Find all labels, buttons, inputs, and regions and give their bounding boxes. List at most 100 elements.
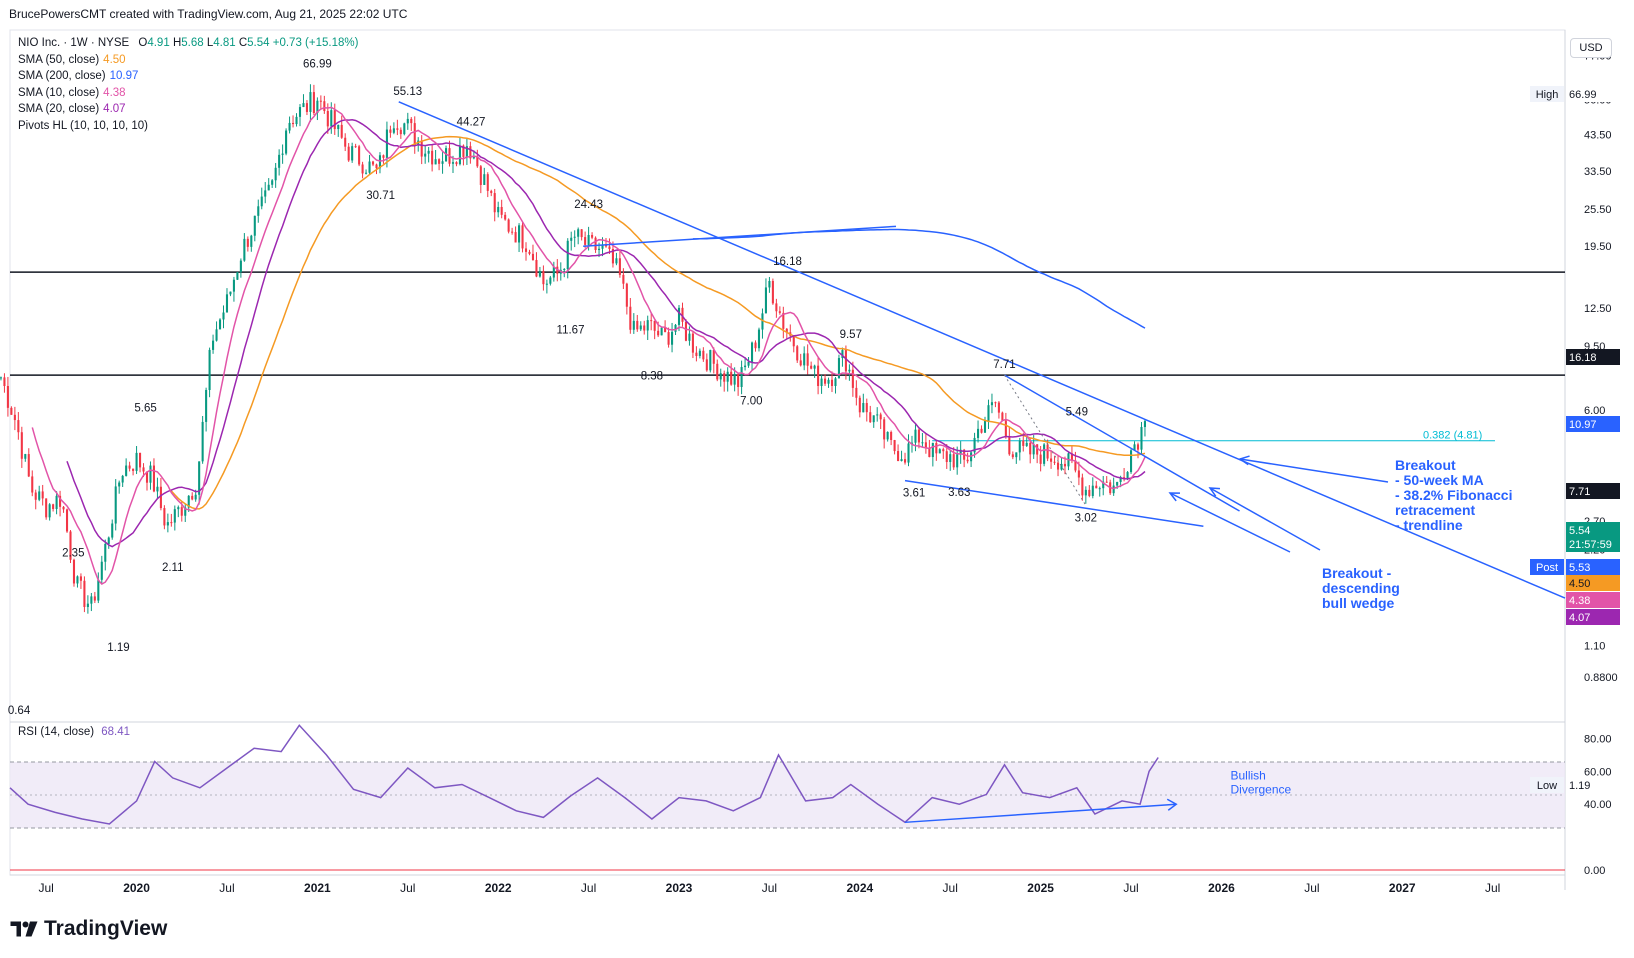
candle-body (650, 320, 653, 322)
candle-body (1039, 454, 1042, 464)
candle-body (1119, 477, 1122, 482)
wedge-arrow-lower-head (1168, 492, 1181, 502)
candle-body (215, 329, 218, 341)
candle-body (750, 342, 754, 362)
price-label-box (1566, 592, 1620, 608)
candle-body (1036, 444, 1039, 455)
candle-body (288, 122, 291, 131)
candle-body (803, 353, 806, 366)
indicator-label: Pivots HL (10, 10, 10, 10) (18, 119, 148, 132)
price-label-value: 1.19 (1569, 780, 1590, 792)
rsi-legend[interactable]: RSI (14, close) 68.41 (18, 726, 130, 738)
time-axis-tick: Jul (219, 881, 234, 895)
price-label-value: 10.97 (1569, 419, 1597, 431)
candle-body (177, 507, 180, 510)
candle-body (351, 146, 354, 161)
symbol-legend-row[interactable]: NIO Inc. · 1W · NYSE O4.91 H5.68 L4.81 C… (18, 35, 358, 52)
candle-body (625, 283, 628, 307)
candle-body (1088, 489, 1091, 496)
pivot-label: 44.27 (457, 116, 486, 128)
candle-body (900, 459, 903, 462)
candle-body (271, 180, 274, 185)
pivot-label: 3.63 (948, 487, 970, 499)
indicator-legend-row[interactable]: SMA (200, close) 10.97 (18, 68, 358, 85)
price-label-value: 7.71 (1569, 486, 1590, 498)
candle-body (295, 116, 298, 125)
candle-body (935, 442, 938, 454)
candle-body (243, 238, 246, 261)
candle-body (660, 327, 663, 336)
candle-body (114, 486, 117, 524)
candle-body (497, 206, 500, 213)
candle-body (897, 451, 900, 462)
candle-body (371, 161, 375, 165)
price-label-value: 4.07 (1569, 612, 1590, 624)
candle-body (1018, 440, 1021, 453)
ohlc-change: +0.73 (+15.18%) (272, 37, 359, 49)
breakout-annotation-line: retracement (1395, 502, 1475, 518)
time-axis-tick: Jul (581, 881, 596, 895)
main-pane-frame (9, 29, 1566, 876)
candle-body (1074, 460, 1077, 471)
candle-body (1140, 427, 1143, 450)
time-axis-tick: Jul (762, 881, 777, 895)
candle-body (246, 238, 249, 247)
price-label-box (1566, 86, 1620, 102)
indicator-value: 4.50 (103, 53, 126, 66)
candle-body (747, 361, 750, 366)
candle-body (997, 402, 1000, 413)
tradingview-logo[interactable]: TradingView (10, 917, 167, 941)
rsi-line (9, 724, 1159, 825)
candle-body (1046, 444, 1049, 459)
candle-body (354, 146, 357, 148)
candle-body (851, 369, 854, 388)
indicator-legend-row[interactable]: SMA (20, close) 4.07 (18, 101, 358, 118)
candle-body (1095, 485, 1098, 489)
candle-body (278, 154, 281, 168)
candle-body (365, 172, 368, 174)
candle-body (6, 386, 9, 408)
currency-button[interactable]: USD (1570, 38, 1612, 58)
candle-body (705, 359, 708, 371)
candle-body (1043, 444, 1046, 464)
candle-body (38, 491, 41, 500)
candle-body (591, 234, 594, 238)
candle-body (677, 307, 681, 325)
candle-body (406, 118, 409, 124)
candle-body (156, 486, 159, 492)
candle-body (472, 156, 475, 159)
candle-body (118, 482, 121, 487)
rsi-divergence-line (904, 803, 1177, 824)
candle-body (139, 452, 142, 468)
candle-body (949, 454, 952, 463)
price-tag-label: Post (1536, 562, 1558, 574)
breakout-annotation-line: Breakout (1395, 457, 1456, 473)
candle-body (594, 237, 597, 251)
candle-body (1022, 440, 1025, 446)
candle-body (267, 184, 270, 191)
descending-trendline (398, 101, 1566, 599)
ohlc-low: 4.81 (213, 37, 236, 49)
candle-body (545, 283, 548, 285)
indicator-legend-row[interactable]: SMA (10, close) 4.38 (18, 85, 358, 102)
fib-level-label: 0.382 (4.81) (1423, 430, 1482, 442)
candle-body (111, 523, 114, 538)
price-label-box (1566, 777, 1620, 793)
candle-body (438, 159, 441, 164)
time-axis-tick: Jul (1485, 881, 1500, 895)
indicator-label: SMA (50, close) (18, 53, 100, 66)
candle-body (1053, 461, 1056, 463)
rsi-axis-tick: 60.00 (1584, 766, 1612, 778)
candle-body (10, 407, 13, 415)
fib-diagonal-line (1004, 374, 1087, 506)
indicator-legend-row[interactable]: SMA (50, close) 4.50 (18, 52, 358, 69)
candle-body (1056, 462, 1060, 470)
indicator-legend-row[interactable]: Pivots HL (10, 10, 10, 10) (18, 118, 358, 135)
price-tag-label: High (1536, 89, 1559, 101)
candle-body (1136, 444, 1140, 450)
candle-body (420, 140, 423, 157)
candle-body (1008, 436, 1011, 455)
candle-body (121, 475, 124, 483)
candle-body (622, 274, 625, 284)
